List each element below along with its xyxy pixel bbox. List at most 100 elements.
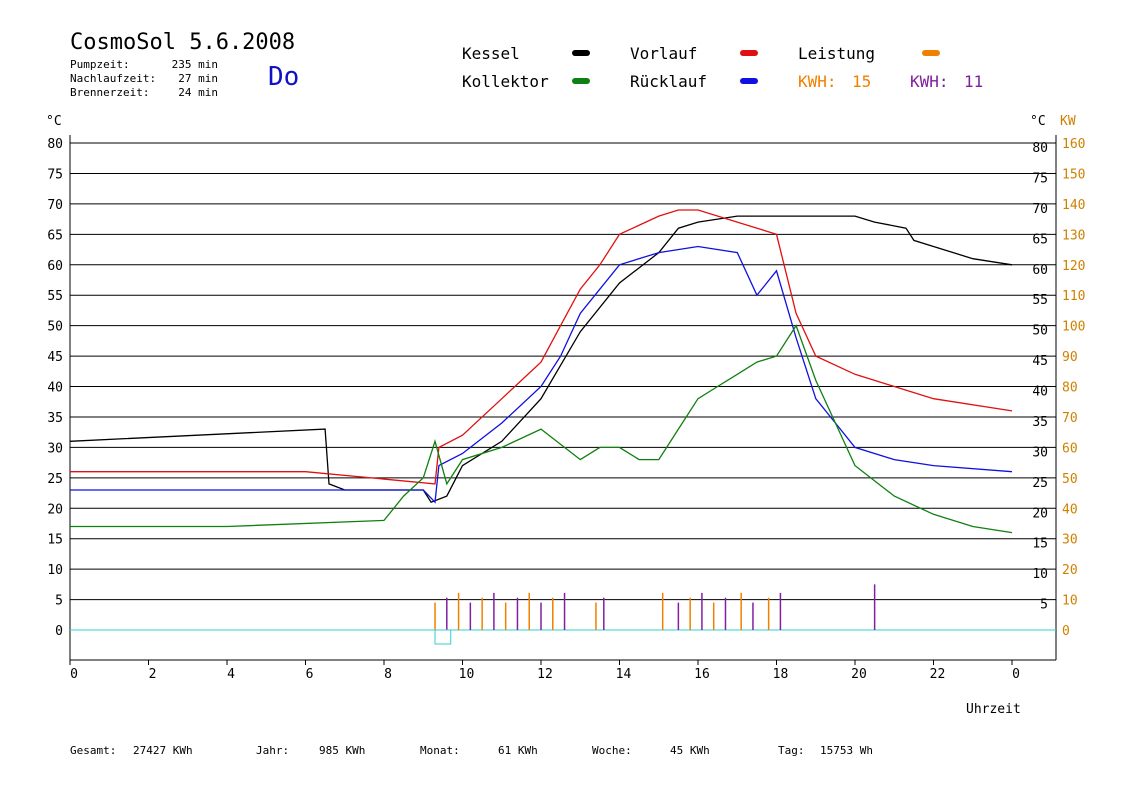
x-tick-label: 4	[227, 667, 235, 682]
weekday-label: Do	[268, 62, 300, 92]
x-tick-label: 14	[616, 667, 632, 682]
y-right-c-tick-label: 45	[1032, 354, 1048, 369]
y-right-c-tick-label: 40	[1032, 385, 1048, 400]
footer-tag-value: 15753 Wh	[820, 744, 873, 757]
y-right-c-tick-label: 70	[1032, 202, 1048, 217]
stat-brennerzeit-label: Brennerzeit:	[70, 86, 150, 99]
stat-brennerzeit-value: 24 min	[178, 86, 218, 99]
y-left-tick-label: 20	[47, 502, 63, 517]
y-right-kw-tick-label: 80	[1062, 381, 1078, 396]
footer-jahr-value: 985 KWh	[319, 744, 366, 757]
y-left-tick-label: 40	[47, 381, 63, 396]
legend-kollektor-label: Kollektor	[462, 72, 549, 91]
y-right-kw-tick-label: 140	[1062, 198, 1085, 213]
y-left-tick-label: 15	[47, 533, 63, 548]
stat-pumpzeit-label: Pumpzeit:	[70, 58, 130, 71]
y-left-tick-label: 65	[47, 228, 63, 243]
x-tick-label: 16	[694, 667, 710, 682]
legend-kessel-label: Kessel	[462, 44, 520, 63]
y-right-c-tick-label: 35	[1032, 415, 1048, 430]
y-left-tick-label: 50	[47, 320, 63, 335]
y-right-kw-tick-label: 90	[1062, 350, 1078, 365]
y-right-c-tick-label: 25	[1032, 476, 1048, 491]
legend-kessel-swatch	[572, 50, 590, 56]
series-line-kessel	[69, 215, 1013, 503]
y-left-tick-label: 0	[55, 624, 63, 639]
y-right-kw-tick-label: 120	[1062, 259, 1085, 274]
y-right-kw-tick-label: 30	[1062, 533, 1078, 548]
right-axis-unit-kw: KW	[1060, 114, 1076, 129]
legend-ruecklauf-label: Rücklauf	[630, 72, 708, 91]
y-left-tick-label: 30	[47, 441, 63, 456]
y-right-kw-tick-label: 0	[1062, 624, 1070, 639]
x-tick-label: 22	[930, 667, 946, 682]
y-right-kw-tick-label: 150	[1062, 167, 1085, 182]
y-right-kw-tick-label: 20	[1062, 563, 1078, 578]
legend-leistung-swatch	[922, 50, 940, 56]
y-right-kw-tick-label: 10	[1062, 594, 1078, 609]
y-right-kw-tick-label: 50	[1062, 472, 1078, 487]
pump-marker	[434, 629, 452, 645]
y-left-tick-label: 75	[47, 167, 63, 182]
y-right-kw-tick-label: 60	[1062, 441, 1078, 456]
series-line-rcklauf	[70, 245, 1013, 504]
y-right-c-tick-label: 80	[1032, 141, 1048, 156]
footer-woche-label: Woche:	[592, 744, 632, 757]
legend-vorlauf-swatch	[740, 50, 758, 56]
y-right-c-tick-label: 50	[1032, 324, 1048, 339]
x-tick-label: 2	[149, 667, 157, 682]
y-right-kw-tick-label: 70	[1062, 411, 1078, 426]
footer-tag-label: Tag:	[778, 744, 805, 757]
x-tick-label: 8	[384, 667, 392, 682]
left-axis-unit: °C	[46, 114, 62, 129]
footer-monat-label: Monat:	[420, 744, 460, 757]
legend-leistung-label: Leistung	[798, 44, 876, 63]
y-right-c-tick-label: 15	[1032, 537, 1048, 552]
y-right-kw-tick-label: 110	[1062, 289, 1085, 304]
x-tick-label: 6	[306, 667, 314, 682]
y-left-tick-label: 70	[47, 198, 63, 213]
series-line-vorlauf	[70, 209, 1013, 485]
footer-woche-value: 45 KWh	[670, 744, 710, 757]
y-left-tick-label: 5	[55, 594, 63, 609]
y-right-c-tick-label: 60	[1032, 263, 1048, 278]
right-axis-unit-c: °C	[1030, 114, 1046, 129]
chart-title: CosmoSol 5.6.2008	[70, 30, 296, 55]
x-tick-label: 12	[537, 667, 553, 682]
y-left-tick-label: 55	[47, 289, 63, 304]
y-right-kw-tick-label: 130	[1062, 228, 1085, 243]
y-right-c-tick-label: 30	[1032, 445, 1048, 460]
stat-pumpzeit-value: 235 min	[171, 58, 218, 71]
footer-gesamt-value: 27427 KWh	[133, 744, 193, 757]
y-left-tick-label: 60	[47, 259, 63, 274]
stat-nachlaufzeit-value: 27 min	[178, 72, 218, 85]
y-left-tick-label: 80	[47, 137, 63, 152]
y-left-tick-label: 25	[47, 472, 63, 487]
y-right-kw-tick-label: 40	[1062, 502, 1078, 517]
y-right-kw-tick-label: 100	[1062, 320, 1085, 335]
x-tick-label: 20	[851, 667, 867, 682]
x-tick-label: 0	[1012, 667, 1020, 682]
kwh-purple-value: 11	[964, 72, 984, 91]
y-right-c-tick-label: 75	[1032, 171, 1048, 186]
y-right-c-tick-label: 55	[1032, 293, 1048, 308]
y-right-c-tick-label: 5	[1040, 598, 1048, 613]
y-left-tick-label: 35	[47, 411, 63, 426]
kwh-orange-value: 15	[852, 72, 872, 91]
x-tick-label: 10	[459, 667, 475, 682]
footer-jahr-label: Jahr:	[256, 744, 290, 757]
y-right-c-tick-label: 20	[1032, 506, 1048, 521]
series-line-kollektor	[70, 324, 1013, 534]
legend-kollektor-swatch	[572, 78, 590, 84]
stat-nachlaufzeit-label: Nachlaufzeit:	[70, 72, 157, 85]
kwh-purple-label: KWH:	[910, 72, 949, 91]
y-right-kw-tick-label: 160	[1062, 137, 1085, 152]
y-right-c-tick-label: 65	[1032, 232, 1048, 247]
y-left-tick-label: 45	[47, 350, 63, 365]
kwh-orange-label: KWH:	[798, 72, 837, 91]
footer-monat-value: 61 KWh	[498, 744, 538, 757]
legend-vorlauf-label: Vorlauf	[630, 44, 698, 63]
y-right-c-tick-label: 10	[1032, 567, 1048, 582]
legend-ruecklauf-swatch	[740, 78, 758, 84]
